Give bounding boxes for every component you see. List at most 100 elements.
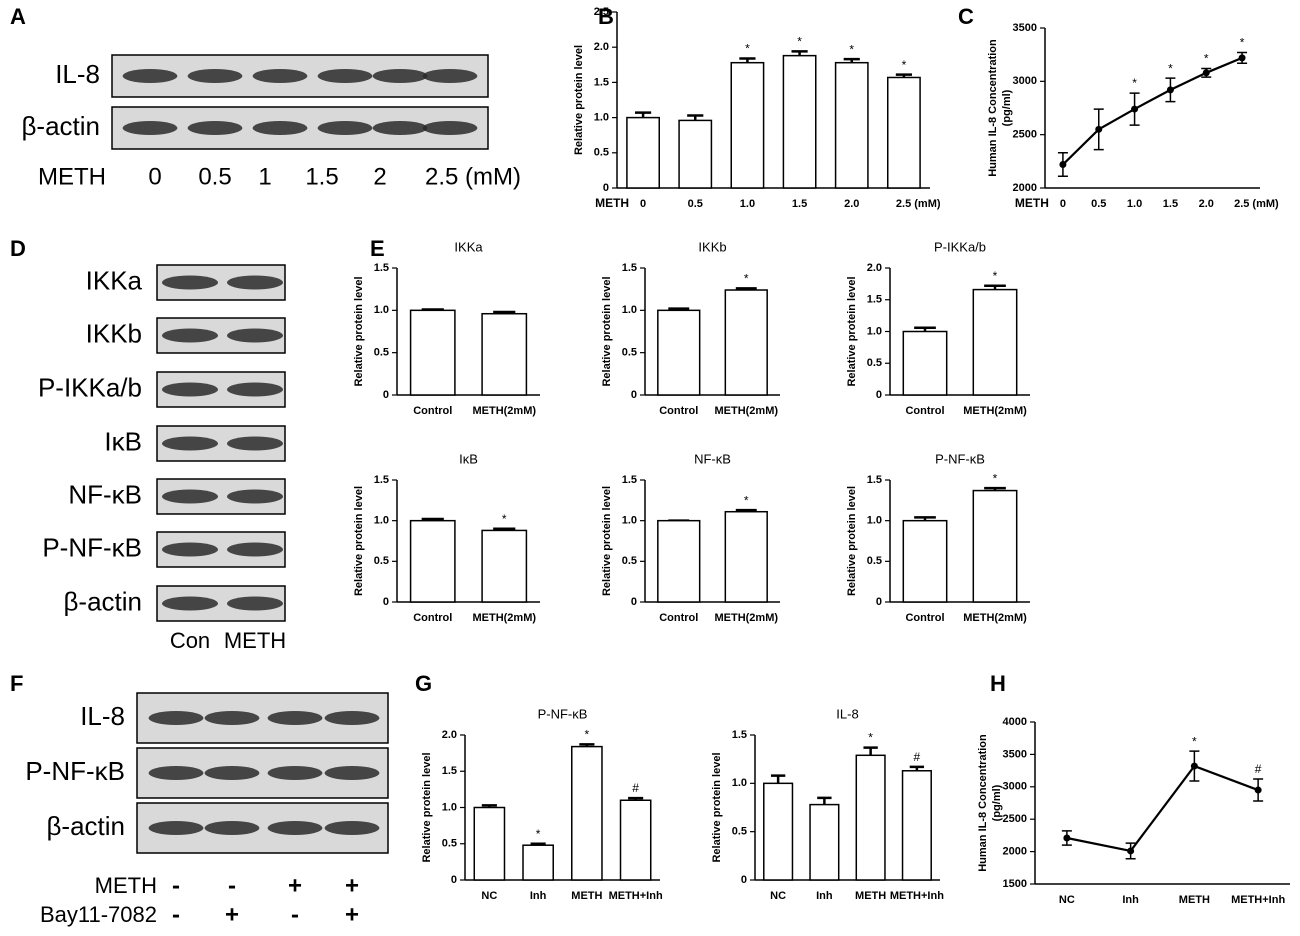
blot-band — [122, 69, 178, 83]
blot-band — [227, 489, 283, 504]
bar — [901, 770, 932, 881]
y-axis-label: Human IL-8 Concentration — [987, 39, 999, 177]
y-tick-label: 0.5 — [374, 555, 389, 567]
annotation: * — [1204, 52, 1209, 66]
y-tick-label: 0.5 — [622, 555, 637, 567]
x-tick-label: METH(2mM) — [714, 612, 778, 624]
x-tick-label: METH(2mM) — [963, 612, 1027, 624]
y-axis-label: (pg/ml) — [991, 784, 1003, 821]
x-tick-label: NC — [481, 890, 497, 902]
lane-label: 1.5 — [305, 163, 338, 190]
blot-band — [227, 275, 283, 290]
y-tick-label: 2000 — [1003, 846, 1027, 858]
x-tick-label: 2.0 — [844, 198, 859, 210]
x-tick-label: 0 — [640, 198, 646, 210]
point — [1190, 762, 1198, 770]
blot-band — [227, 328, 283, 343]
lane-label: Con — [170, 628, 210, 653]
panel-label: C — [958, 4, 974, 29]
y-tick-label: 0 — [451, 874, 457, 886]
bar — [409, 519, 456, 603]
y-tick-label: 2.0 — [867, 262, 882, 274]
y-tick-label: 3500 — [1013, 22, 1037, 34]
x-tick-label: NC — [1059, 894, 1075, 906]
x-tick-label: METH+Inh — [1231, 894, 1285, 906]
bar — [473, 806, 506, 881]
annotation: * — [1168, 61, 1173, 75]
y-tick-label: 3000 — [1013, 75, 1037, 87]
x-tick-label: Inh — [530, 890, 547, 902]
treatment-label: Bay11-7082 — [40, 902, 157, 927]
y-tick-label: 2500 — [1013, 129, 1037, 141]
point — [1202, 69, 1210, 77]
y-tick-label: 0 — [631, 596, 637, 608]
blot-band — [148, 711, 204, 725]
lane-label: METH — [224, 628, 286, 653]
blot-band — [148, 766, 204, 780]
x-tick-label: METH(2mM) — [714, 405, 778, 417]
x-tick-label: 2.5 (mM) — [896, 198, 941, 210]
blot-band — [267, 711, 323, 725]
y-axis-label: Relative protein level — [353, 276, 365, 386]
y-tick-label: 0 — [741, 874, 747, 886]
error-bar — [634, 111, 652, 118]
blot-band — [204, 711, 260, 725]
x-tick-label: 2.5 (mM) — [1234, 198, 1279, 210]
point — [1095, 125, 1103, 133]
annotation: * — [993, 471, 998, 485]
x-tick-label: METH(2mM) — [472, 405, 536, 417]
bar — [834, 61, 869, 189]
line — [1066, 764, 1259, 853]
bar — [972, 288, 1018, 396]
y-tick-label: 1.5 — [867, 474, 882, 486]
x-tick-label: METH(2mM) — [963, 405, 1027, 417]
y-tick-label: 0.5 — [867, 357, 882, 369]
error-bar — [817, 796, 832, 805]
annotation: * — [744, 271, 749, 285]
treatment-sign: + — [288, 872, 302, 899]
bar — [409, 309, 456, 396]
blot-band — [372, 121, 428, 135]
blot-row-label: NF-κB — [68, 479, 142, 509]
blot-band — [317, 69, 373, 83]
bar — [809, 803, 840, 881]
x-tick-label: 1.0 — [1127, 198, 1142, 210]
blot-band — [187, 121, 243, 135]
bar — [972, 489, 1018, 603]
blot-band — [267, 766, 323, 780]
y-tick-label: 1.5 — [622, 262, 637, 274]
y-tick-label: 0 — [631, 389, 637, 401]
y-tick-label: 0 — [876, 389, 882, 401]
annotation: * — [1240, 36, 1245, 50]
y-tick-label: 0 — [603, 182, 609, 194]
line — [1062, 56, 1243, 166]
y-tick-label: 0.5 — [732, 826, 747, 838]
blot-row-label: β-actin — [21, 111, 100, 141]
chart-title: IκB — [459, 451, 478, 466]
bar — [730, 61, 765, 189]
blot-band — [162, 328, 218, 343]
panel-label: H — [990, 671, 1006, 696]
chart-title: P-IKKa/b — [934, 239, 986, 254]
lane-label: 1 — [258, 163, 271, 190]
bar — [724, 510, 768, 603]
x-tick-label: Inh — [1122, 894, 1139, 906]
y-axis-label: Relative protein level — [846, 486, 858, 596]
bar — [657, 309, 701, 396]
bar — [626, 116, 661, 189]
lane-label: 0 — [148, 163, 161, 190]
point — [1127, 847, 1135, 855]
y-tick-label: 0.5 — [594, 147, 609, 159]
treatment-sign: + — [345, 872, 359, 899]
x-tick-label: Control — [659, 405, 698, 417]
blot-band — [162, 436, 218, 451]
blot-band — [204, 766, 260, 780]
y-tick-label: 1.5 — [594, 76, 609, 88]
blot-band — [162, 275, 218, 290]
panel-label: B — [598, 4, 614, 29]
y-tick-label: 1.0 — [622, 304, 637, 316]
blot-row-label: β-actin — [63, 586, 142, 616]
point — [1254, 786, 1262, 794]
x-tick-label: 0.5 — [688, 198, 703, 210]
x-tick-label: 1.0 — [740, 198, 755, 210]
